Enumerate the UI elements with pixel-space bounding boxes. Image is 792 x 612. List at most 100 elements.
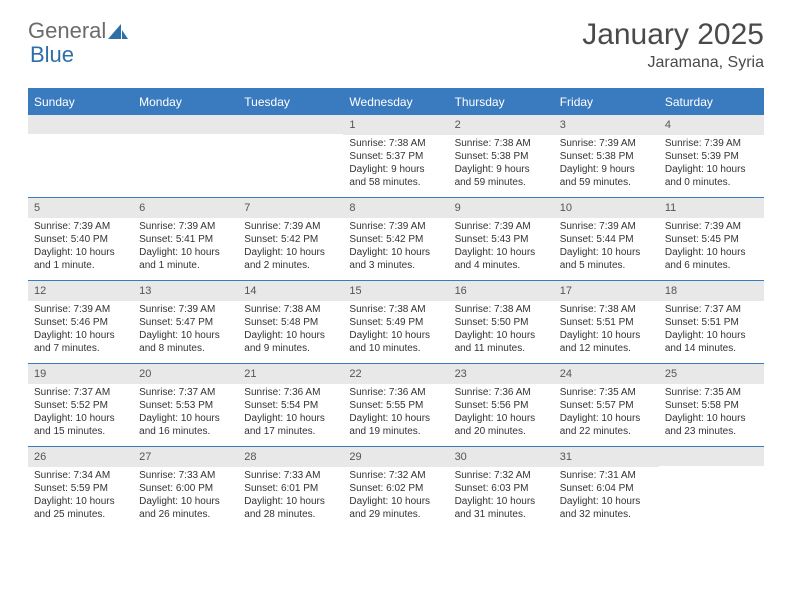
title-block: January 2025 Jaramana, Syria	[582, 18, 764, 72]
day-detail: Sunrise: 7:39 AMSunset: 5:45 PMDaylight:…	[659, 218, 764, 276]
daylight: Daylight: 10 hours and 12 minutes.	[560, 329, 653, 355]
sunset: Sunset: 5:58 PM	[665, 399, 758, 412]
day-cell: 22Sunrise: 7:36 AMSunset: 5:55 PMDayligh…	[343, 364, 448, 446]
sunrise: Sunrise: 7:34 AM	[34, 469, 127, 482]
location: Jaramana, Syria	[582, 54, 764, 72]
logo-text-general: General	[28, 18, 106, 44]
day-cell: 27Sunrise: 7:33 AMSunset: 6:00 PMDayligh…	[133, 447, 238, 529]
sunset: Sunset: 6:02 PM	[349, 482, 442, 495]
sunrise: Sunrise: 7:39 AM	[34, 303, 127, 316]
sunrise: Sunrise: 7:38 AM	[349, 137, 442, 150]
day-cell	[28, 115, 133, 197]
sunrise: Sunrise: 7:33 AM	[244, 469, 337, 482]
day-number: 13	[133, 281, 238, 301]
daylight: Daylight: 10 hours and 26 minutes.	[139, 495, 232, 521]
day-detail: Sunrise: 7:31 AMSunset: 6:04 PMDaylight:…	[554, 467, 659, 525]
daylight: Daylight: 10 hours and 23 minutes.	[665, 412, 758, 438]
week-row: 26Sunrise: 7:34 AMSunset: 5:59 PMDayligh…	[28, 446, 764, 529]
sunrise: Sunrise: 7:39 AM	[244, 220, 337, 233]
daylight: Daylight: 10 hours and 32 minutes.	[560, 495, 653, 521]
day-number: 10	[554, 198, 659, 218]
sunrise: Sunrise: 7:39 AM	[665, 220, 758, 233]
sunrise: Sunrise: 7:39 AM	[139, 303, 232, 316]
sunset: Sunset: 6:00 PM	[139, 482, 232, 495]
sunrise: Sunrise: 7:38 AM	[455, 303, 548, 316]
daylight: Daylight: 10 hours and 25 minutes.	[34, 495, 127, 521]
day-detail: Sunrise: 7:38 AMSunset: 5:38 PMDaylight:…	[449, 135, 554, 193]
sunrise: Sunrise: 7:36 AM	[244, 386, 337, 399]
day-number: 22	[343, 364, 448, 384]
day-cell: 26Sunrise: 7:34 AMSunset: 5:59 PMDayligh…	[28, 447, 133, 529]
day-number: 5	[28, 198, 133, 218]
day-cell: 18Sunrise: 7:37 AMSunset: 5:51 PMDayligh…	[659, 281, 764, 363]
sunset: Sunset: 5:48 PM	[244, 316, 337, 329]
day-number: 12	[28, 281, 133, 301]
sunset: Sunset: 5:40 PM	[34, 233, 127, 246]
day-cell: 6Sunrise: 7:39 AMSunset: 5:41 PMDaylight…	[133, 198, 238, 280]
sunset: Sunset: 5:49 PM	[349, 316, 442, 329]
day-detail: Sunrise: 7:36 AMSunset: 5:54 PMDaylight:…	[238, 384, 343, 442]
daylight: Daylight: 10 hours and 4 minutes.	[455, 246, 548, 272]
week-row: 12Sunrise: 7:39 AMSunset: 5:46 PMDayligh…	[28, 280, 764, 363]
sunrise: Sunrise: 7:33 AM	[139, 469, 232, 482]
daylight: Daylight: 10 hours and 17 minutes.	[244, 412, 337, 438]
day-number: 16	[449, 281, 554, 301]
daylight: Daylight: 9 hours and 59 minutes.	[560, 163, 653, 189]
weekday-header: Monday	[133, 90, 238, 114]
logo-text-blue: Blue	[30, 42, 74, 68]
day-cell: 24Sunrise: 7:35 AMSunset: 5:57 PMDayligh…	[554, 364, 659, 446]
weekday-header: Thursday	[449, 90, 554, 114]
weekday-header: Friday	[554, 90, 659, 114]
weekday-header: Tuesday	[238, 90, 343, 114]
day-detail: Sunrise: 7:33 AMSunset: 6:01 PMDaylight:…	[238, 467, 343, 525]
day-cell: 14Sunrise: 7:38 AMSunset: 5:48 PMDayligh…	[238, 281, 343, 363]
daylight: Daylight: 10 hours and 0 minutes.	[665, 163, 758, 189]
day-number: 8	[343, 198, 448, 218]
daylight: Daylight: 10 hours and 1 minute.	[139, 246, 232, 272]
day-detail: Sunrise: 7:32 AMSunset: 6:03 PMDaylight:…	[449, 467, 554, 525]
daylight: Daylight: 10 hours and 28 minutes.	[244, 495, 337, 521]
logo: General	[28, 18, 130, 44]
sunset: Sunset: 6:04 PM	[560, 482, 653, 495]
sunset: Sunset: 5:50 PM	[455, 316, 548, 329]
day-number: 15	[343, 281, 448, 301]
day-cell: 30Sunrise: 7:32 AMSunset: 6:03 PMDayligh…	[449, 447, 554, 529]
day-number: 7	[238, 198, 343, 218]
sunset: Sunset: 5:55 PM	[349, 399, 442, 412]
sunrise: Sunrise: 7:39 AM	[560, 220, 653, 233]
sunrise: Sunrise: 7:35 AM	[665, 386, 758, 399]
day-number: 24	[554, 364, 659, 384]
day-number: 9	[449, 198, 554, 218]
daylight: Daylight: 10 hours and 3 minutes.	[349, 246, 442, 272]
week-row: 1Sunrise: 7:38 AMSunset: 5:37 PMDaylight…	[28, 114, 764, 197]
day-number	[133, 115, 238, 134]
sunset: Sunset: 5:42 PM	[349, 233, 442, 246]
day-detail: Sunrise: 7:39 AMSunset: 5:39 PMDaylight:…	[659, 135, 764, 193]
sunrise: Sunrise: 7:31 AM	[560, 469, 653, 482]
sunset: Sunset: 6:01 PM	[244, 482, 337, 495]
sunset: Sunset: 5:59 PM	[34, 482, 127, 495]
sunset: Sunset: 5:53 PM	[139, 399, 232, 412]
sunrise: Sunrise: 7:37 AM	[139, 386, 232, 399]
daylight: Daylight: 9 hours and 59 minutes.	[455, 163, 548, 189]
day-detail: Sunrise: 7:38 AMSunset: 5:50 PMDaylight:…	[449, 301, 554, 359]
sunrise: Sunrise: 7:38 AM	[349, 303, 442, 316]
day-cell: 15 Sunrise: 7:38 AMSunset: 5:49 PMDayligh…	[343, 281, 448, 363]
day-detail: Sunrise: 7:39 AMSunset: 5:42 PMDaylight:…	[343, 218, 448, 276]
daylight: Daylight: 10 hours and 10 minutes.	[349, 329, 442, 355]
calendar: SundayMondayTuesdayWednesdayThursdayFrid…	[28, 88, 764, 529]
sunrise: Sunrise: 7:37 AM	[665, 303, 758, 316]
day-detail: Sunrise: 7:36 AMSunset: 5:56 PMDaylight:…	[449, 384, 554, 442]
sunrise: Sunrise: 7:32 AM	[455, 469, 548, 482]
sunset: Sunset: 5:51 PM	[665, 316, 758, 329]
day-detail: Sunrise: 7:39 AMSunset: 5:47 PMDaylight:…	[133, 301, 238, 359]
day-number: 2	[449, 115, 554, 135]
sunrise: Sunrise: 7:38 AM	[244, 303, 337, 316]
sunrise: Sunrise: 7:32 AM	[349, 469, 442, 482]
day-cell: 19Sunrise: 7:37 AMSunset: 5:52 PMDayligh…	[28, 364, 133, 446]
day-cell: 3Sunrise: 7:39 AMSunset: 5:38 PMDaylight…	[554, 115, 659, 197]
day-detail: Sunrise: 7:39 AMSunset: 5:43 PMDaylight:…	[449, 218, 554, 276]
day-detail: Sunrise: 7:38 AMSunset: 5:37 PMDaylight:…	[343, 135, 448, 193]
day-cell: 31Sunrise: 7:31 AMSunset: 6:04 PMDayligh…	[554, 447, 659, 529]
day-cell: 11Sunrise: 7:39 AMSunset: 5:45 PMDayligh…	[659, 198, 764, 280]
